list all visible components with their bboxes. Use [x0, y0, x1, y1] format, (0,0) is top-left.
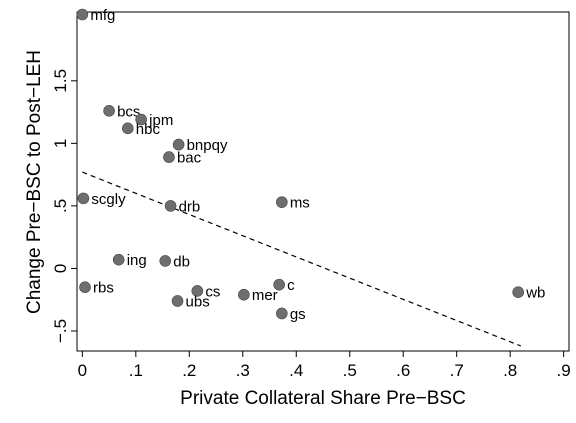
point-label: db	[173, 253, 190, 270]
data-point: bnpqy	[172, 137, 228, 154]
data-point: scgly	[77, 191, 126, 208]
point-label: jpm	[148, 112, 173, 129]
point-label: bcs	[117, 103, 140, 120]
data-point: ubs	[171, 293, 210, 310]
point-label: bnpqy	[187, 137, 228, 154]
y-axis-title: Change Pre−BSC to Post−LEH	[24, 50, 45, 314]
point-marker	[276, 196, 288, 208]
point-label: hbc	[136, 121, 161, 138]
data-point: mer	[238, 287, 278, 304]
data-point: drb	[164, 198, 201, 215]
y-tick-label: .5	[51, 199, 70, 213]
data-point: rbs	[79, 280, 114, 297]
point-marker	[164, 200, 177, 212]
data-point: bcs	[103, 103, 140, 120]
data-point: bac	[163, 150, 202, 167]
data-point: jpm	[135, 112, 173, 129]
point-marker	[512, 286, 524, 299]
point-label: wb	[525, 285, 545, 302]
point-label: gs	[290, 306, 306, 323]
point-marker	[122, 122, 134, 135]
point-marker	[238, 288, 250, 301]
data-point: cs	[191, 283, 220, 300]
point-label: cs	[205, 283, 220, 300]
point-marker	[77, 192, 90, 205]
point-marker	[273, 278, 285, 291]
y-axis: −.5 0 .5 1 1.5	[51, 69, 77, 343]
point-label: mfg	[90, 7, 115, 24]
data-point: c	[273, 277, 295, 294]
y-tick-label: 0	[51, 264, 70, 273]
data-point: ms	[276, 195, 310, 212]
point-marker	[135, 113, 147, 126]
point-marker	[171, 295, 184, 307]
data-point: gs	[276, 306, 306, 323]
x-tick-label: .6	[396, 361, 410, 380]
point-marker	[159, 255, 172, 267]
point-marker	[112, 253, 125, 266]
x-tick-label: .9	[557, 361, 571, 380]
point-label: rbs	[93, 280, 114, 297]
point-marker	[79, 281, 91, 294]
data-point: hbc	[122, 121, 160, 138]
fit-line-group	[82, 171, 522, 347]
x-tick-label: 0	[78, 361, 87, 380]
point-marker	[76, 8, 89, 21]
data-point: wb	[512, 285, 545, 302]
x-tick-label: .1	[129, 361, 143, 380]
point-label: ms	[290, 195, 310, 212]
point-label: ubs	[186, 293, 210, 310]
data-point: db	[159, 253, 190, 270]
y-tick-label: −.5	[51, 319, 70, 343]
point-marker	[103, 105, 115, 117]
point-label: mer	[252, 287, 278, 304]
x-tick-label: .3	[236, 361, 250, 380]
y-tick-label: 1.5	[51, 69, 70, 93]
x-tick-label: .4	[289, 361, 303, 380]
point-label: drb	[179, 198, 201, 215]
point-marker	[172, 138, 185, 151]
point-label: c	[287, 277, 295, 294]
x-axis-title: Private Collateral Share Pre−BSC	[180, 388, 466, 409]
x-tick-label: .5	[343, 361, 357, 380]
point-marker	[191, 285, 204, 297]
x-tick-label: .2	[182, 361, 196, 380]
point-label: bac	[177, 150, 202, 167]
point-marker	[163, 151, 175, 163]
point-marker	[276, 307, 288, 320]
y-tick-label: 1	[51, 139, 70, 148]
x-axis: 0 .1 .2 .3 .4 .5 .6 .7 .8 .9	[78, 351, 571, 380]
x-tick-label: .7	[450, 361, 464, 380]
fit-line	[82, 171, 522, 347]
point-label: ing	[127, 252, 147, 269]
data-point: ing	[112, 252, 147, 269]
plot-area	[76, 11, 570, 352]
data-point: mfg	[76, 7, 115, 24]
x-tick-label: .8	[503, 361, 517, 380]
point-label: scgly	[91, 191, 126, 208]
